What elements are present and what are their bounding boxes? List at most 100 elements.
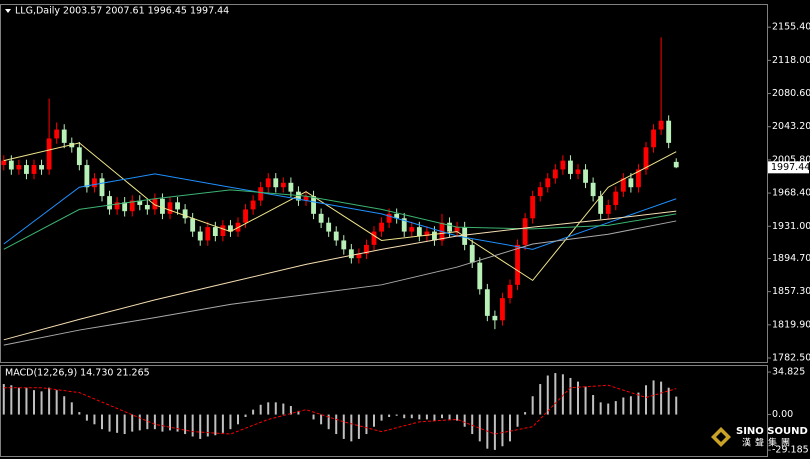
candle-body (114, 202, 120, 210)
candle-body (447, 222, 452, 232)
candle-body (122, 202, 128, 212)
candle-body (341, 240, 347, 250)
macd-bar (516, 414, 519, 427)
macd-bar (629, 396, 632, 415)
logo-brand: SINO SOUND (736, 426, 808, 437)
y-tick-label: 1894.70 (772, 253, 810, 264)
macd-bar (161, 414, 164, 432)
candle-body (205, 227, 211, 241)
macd-bar (48, 387, 51, 415)
last-price-box (768, 161, 809, 174)
candle-body (31, 165, 37, 174)
y-tick-label: -29.185 (772, 445, 809, 456)
candle-body (16, 165, 22, 170)
candle-body (39, 165, 44, 170)
macd-bar (320, 414, 323, 425)
y-tick-label: 2043.20 (772, 121, 810, 132)
candle-body (552, 169, 558, 179)
candle-body (568, 160, 573, 174)
candle-body (152, 198, 158, 210)
macd-bar (146, 414, 149, 430)
macd-bar (221, 414, 224, 433)
candle-body (605, 204, 611, 214)
candle-body (590, 182, 596, 197)
candle-body (500, 298, 505, 321)
macd-bar (561, 374, 564, 415)
macd-bar (350, 414, 353, 442)
candle-body (507, 284, 513, 299)
candle-body (8, 160, 14, 170)
candle-body (598, 196, 604, 214)
candle-body (243, 209, 248, 223)
macd-title: MACD(12,26,9) 14.730 21.265 (5, 368, 150, 379)
macd-bar (531, 396, 534, 415)
macd-bar (312, 414, 315, 420)
macd-bar (176, 414, 179, 432)
candle-body (258, 187, 264, 201)
macd-bar (244, 414, 247, 417)
candle-body (560, 160, 566, 170)
macd-bar (478, 414, 481, 442)
macd-bar (101, 414, 103, 430)
candle-body (484, 289, 490, 316)
macd-bar (10, 385, 13, 415)
candle-body (1, 160, 7, 166)
candle-body (537, 187, 543, 197)
candle-body (416, 227, 422, 237)
candle-body (575, 169, 581, 174)
macd-bar (282, 403, 285, 415)
macd-bar (267, 402, 270, 415)
candle-body (545, 178, 551, 188)
candle-body (477, 262, 483, 290)
macd-bar (448, 414, 451, 420)
candle-body (76, 147, 82, 166)
macd-bar (131, 414, 134, 432)
macd-bar (342, 414, 345, 439)
macd-bar (191, 414, 194, 437)
candle-body (129, 200, 135, 212)
macd-bar (327, 414, 330, 430)
candle-body (318, 213, 324, 223)
chart-title: LLG,Daily 2003.57 2007.61 1996.45 1997.4… (15, 6, 229, 17)
macd-bar (357, 414, 360, 439)
macd-bar (184, 414, 187, 435)
macd-bar (169, 414, 171, 431)
macd-bar (229, 414, 232, 430)
macd-bar (569, 377, 572, 415)
candle-body (92, 178, 97, 188)
candle-body (673, 161, 679, 168)
macd-bar (214, 414, 217, 436)
macd-bar (524, 412, 527, 415)
macd-bar (599, 402, 602, 415)
macd-bar (660, 381, 663, 415)
macd-bar (123, 414, 126, 435)
moving-average (3, 210, 677, 341)
macd-bar (456, 414, 459, 421)
candle-body (333, 231, 339, 241)
candle-body (409, 227, 415, 232)
candle-body (212, 227, 218, 237)
candle-body (167, 202, 173, 214)
macd-bar (25, 387, 28, 415)
macd-bar (471, 414, 474, 435)
candle-body (432, 231, 437, 241)
signal-line (3, 384, 677, 435)
candle-body (492, 315, 498, 321)
macd-bar (237, 414, 239, 425)
macd-bar (70, 402, 73, 415)
macd-bar (539, 384, 542, 415)
candle-body (636, 169, 641, 188)
candle-body (182, 209, 188, 219)
candle-body (643, 147, 649, 170)
macd-bar (546, 375, 549, 415)
candle-body (303, 196, 309, 201)
candle-body (515, 244, 520, 285)
macd-bar (85, 414, 88, 421)
macd-bar (78, 412, 81, 415)
candle-body (356, 253, 362, 259)
macd-bar (2, 384, 5, 415)
candle-body (469, 244, 475, 263)
macd-bar (55, 390, 58, 415)
macd-bar (410, 414, 413, 419)
